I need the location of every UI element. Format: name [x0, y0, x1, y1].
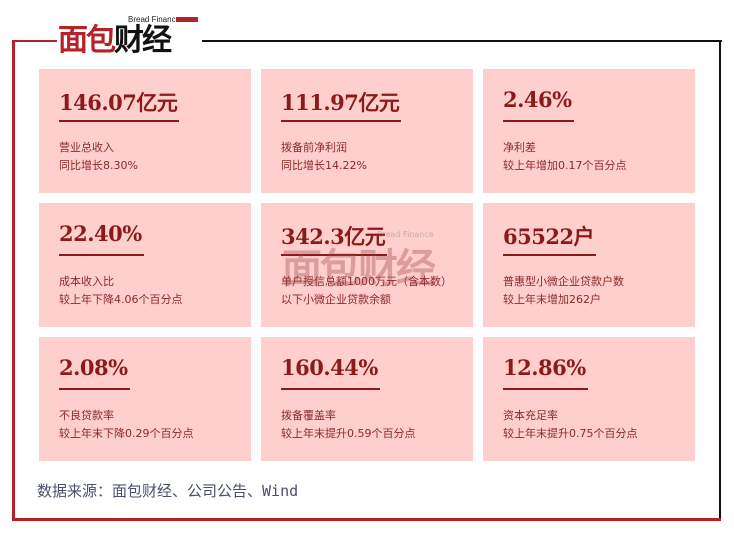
metric-description: 不良贷款率较上年末下降0.29个百分点	[59, 407, 239, 443]
metric-label: 成本收入比	[59, 275, 114, 288]
metric-description: 营业总收入同比增长8.30%	[59, 139, 239, 175]
metric-label: 普惠型小微企业贷款户数	[503, 275, 624, 288]
value-underline	[59, 254, 144, 256]
metric-label: 净利差	[503, 141, 536, 154]
metric-value: 22.40%	[59, 221, 142, 246]
logo: Bread Finance 面包财经	[58, 14, 200, 60]
metric-change: 同比增长8.30%	[59, 159, 138, 172]
metric-change: 同比增长14.22%	[281, 159, 367, 172]
metric-description: 普惠型小微企业贷款户数 较上年末增加262户	[503, 273, 683, 309]
metric-value: 146.07亿元	[59, 90, 178, 115]
metric-value: 65522户	[503, 224, 595, 249]
frame-bottom-border	[12, 518, 721, 521]
metric-label: 资本充足率	[503, 409, 558, 422]
frame-right-border	[719, 40, 721, 520]
metric-description: 成本收入比较上年下降4.06个百分点	[59, 273, 239, 309]
logo-english: Bread Finance	[128, 15, 181, 24]
metric-description: 净利差较上年增加0.17个百分点	[503, 139, 683, 175]
metric-card: 146.07亿元 营业总收入同比增长8.30%	[39, 69, 251, 193]
value-underline	[59, 120, 179, 122]
metric-card: 342.3亿元 单户授信总额1000万元（含本数）以下小微企业贷款余额	[261, 203, 473, 327]
metric-card: 2.08% 不良贷款率较上年末下降0.29个百分点	[39, 337, 251, 461]
metric-change: 较上年增加0.17个百分点	[503, 159, 627, 172]
metric-description: 拨备前净利润同比增长14.22%	[281, 139, 461, 175]
value-underline	[281, 254, 387, 256]
metric-card: 160.44% 拨备覆盖率较上年末提升0.59个百分点	[261, 337, 473, 461]
metric-label: 拨备覆盖率	[281, 409, 336, 422]
metric-change: 较上年末增加262户	[503, 293, 601, 306]
metric-description: 单户授信总额1000万元（含本数）以下小微企业贷款余额	[281, 273, 461, 309]
metric-change: 较上年末提升0.75个百分点	[503, 427, 638, 440]
metric-description: 拨备覆盖率较上年末提升0.59个百分点	[281, 407, 461, 443]
metric-change: 较上年末下降0.29个百分点	[59, 427, 194, 440]
source-note: 数据来源：面包财经、公司公告、Wind	[37, 482, 299, 500]
metric-card: 22.40% 成本收入比较上年下降4.06个百分点	[39, 203, 251, 327]
metric-label: 不良贷款率	[59, 409, 114, 422]
metric-label: 营业总收入	[59, 141, 114, 154]
metric-description: 资本充足率较上年末提升0.75个百分点	[503, 407, 683, 443]
value-underline	[503, 388, 588, 390]
frame-top-accent	[12, 40, 57, 42]
logo-bar	[176, 17, 198, 22]
value-underline	[59, 388, 130, 390]
logo-chinese: 面包财经	[58, 23, 172, 58]
frame-top-border	[202, 40, 722, 42]
watermark-logo: Bread Finance 面包财经	[282, 230, 436, 292]
metric-change: 较上年下降4.06个百分点	[59, 293, 183, 306]
metric-label: 拨备前净利润	[281, 141, 347, 154]
value-underline	[503, 254, 596, 256]
frame-left-border	[12, 40, 15, 520]
metric-card: 12.86% 资本充足率较上年末提升0.75个百分点	[483, 337, 695, 461]
metric-card: 65522户 普惠型小微企业贷款户数 较上年末增加262户	[483, 203, 695, 327]
metric-value: 160.44%	[281, 355, 378, 380]
metric-change: 较上年末提升0.59个百分点	[281, 427, 416, 440]
metric-label: 单户授信总额1000万元（含本数）以下小微企业贷款余额	[281, 275, 452, 306]
value-underline	[281, 388, 380, 390]
metric-value: 2.46%	[503, 87, 572, 112]
metric-card: 2.46% 净利差较上年增加0.17个百分点	[483, 69, 695, 193]
metric-value: 2.08%	[59, 355, 128, 380]
metric-card: 111.97亿元 拨备前净利润同比增长14.22%	[261, 69, 473, 193]
metric-value: 12.86%	[503, 355, 586, 380]
metric-value: 342.3亿元	[281, 224, 386, 249]
metric-value: 111.97亿元	[281, 90, 400, 115]
value-underline	[281, 120, 401, 122]
value-underline	[503, 120, 574, 122]
